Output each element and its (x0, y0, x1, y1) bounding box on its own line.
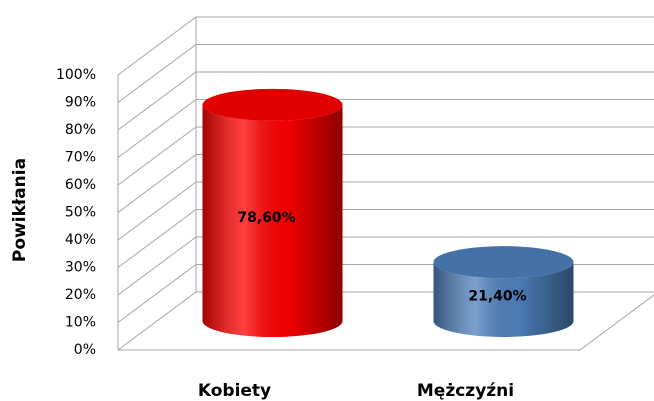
grid-line (117, 71, 654, 131)
y-tick-label: 100% (56, 67, 96, 83)
grid-line (117, 126, 654, 186)
data-label: 78,60% (237, 210, 295, 226)
y-tick-label: 50% (65, 205, 96, 221)
data-label: 21,40% (468, 289, 526, 305)
y-tick-label: 0% (74, 342, 96, 358)
bar (202, 88, 343, 337)
y-tick-label: 70% (65, 150, 96, 166)
y-tick-label: 20% (65, 287, 96, 303)
grid-line (117, 16, 654, 76)
bar (433, 246, 574, 337)
x-tick-label: Mężczyźni (417, 381, 514, 401)
grid-line (117, 181, 654, 241)
grid-line (117, 291, 654, 351)
bar-top-shade (433, 246, 574, 279)
grid-line (117, 44, 654, 103)
grid-line (117, 99, 654, 158)
floor (118, 294, 654, 351)
grid-line (117, 209, 654, 268)
x-tick-label: Kobiety (198, 381, 271, 401)
grid-line (117, 264, 654, 323)
bar-shade (202, 104, 343, 337)
bar-shade (433, 262, 574, 337)
grid-line (117, 236, 654, 296)
y-tick-label: 60% (65, 177, 96, 193)
y-tick-label: 80% (65, 122, 96, 138)
bar-top (202, 88, 343, 121)
bar-top (433, 246, 574, 279)
grid-line (117, 154, 654, 213)
y-tick-label: 40% (65, 232, 96, 248)
bar-top-shade (202, 88, 343, 121)
y-tick-label: 30% (65, 260, 96, 276)
y-tick-label: 10% (65, 315, 96, 331)
y-tick-label: 90% (65, 95, 96, 111)
y-axis-label: Powikłania (10, 158, 30, 262)
